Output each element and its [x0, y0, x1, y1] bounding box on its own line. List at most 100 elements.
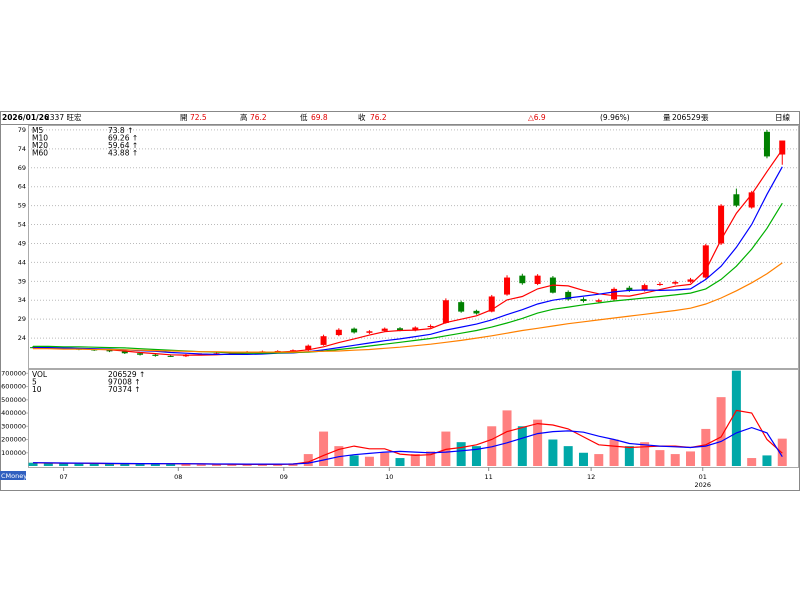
- y-tick-label: 700000: [1, 369, 26, 377]
- volume-bar: [319, 431, 329, 466]
- legend-value: 43.88 ↑: [108, 149, 138, 158]
- low-label: 低: [300, 112, 308, 122]
- candle-body: [412, 327, 419, 331]
- candle-body: [106, 350, 113, 352]
- legend-name: M5: [32, 126, 43, 135]
- volume-bar: [686, 451, 696, 466]
- close: 76.2: [370, 113, 387, 122]
- y-tick-label: 44: [18, 258, 26, 266]
- legend-name: 10: [32, 385, 42, 394]
- legend-name: M20: [32, 141, 48, 150]
- y-tick-label: 49: [18, 239, 26, 247]
- volume-label: 量: [663, 113, 671, 122]
- candle-body: [305, 345, 312, 351]
- volume-bar: [135, 463, 145, 466]
- close-label: 收: [358, 112, 366, 122]
- legend-name: VOL: [32, 370, 48, 379]
- volume-bar: [104, 464, 114, 466]
- volume-bar: [380, 452, 390, 466]
- volume-bar: [89, 463, 99, 466]
- y-tick-label: 29: [18, 315, 26, 323]
- candle-body: [213, 353, 220, 355]
- y-tick-label: 24: [18, 334, 26, 342]
- volume-bar: [364, 456, 374, 466]
- volume-bar: [426, 451, 436, 466]
- change: △6.9: [528, 113, 546, 122]
- volume-bar: [762, 455, 772, 466]
- high: 76.2: [250, 113, 267, 122]
- volume-bar: [517, 426, 527, 466]
- legend-value: 70374 ↑: [108, 385, 141, 394]
- candle-body: [534, 275, 541, 284]
- volume-bar: [640, 442, 650, 466]
- ma-line: [32, 149, 783, 356]
- volume-bar: [120, 463, 130, 466]
- y-tick-label: 400000: [1, 409, 26, 417]
- y-tick-label: 300000: [1, 422, 26, 430]
- stock: 2337 旺宏: [45, 112, 82, 122]
- candle-body: [504, 277, 511, 295]
- candle-body: [519, 275, 526, 284]
- volume-bar: [609, 439, 619, 466]
- volume-bar: [471, 446, 481, 466]
- volume-bar: [548, 439, 558, 466]
- open: 72.5: [190, 113, 207, 122]
- candle-body: [656, 283, 663, 285]
- volume-bar: [242, 464, 252, 466]
- volume-bar: [624, 446, 634, 466]
- change-pct: (9.96%): [600, 113, 630, 122]
- volume-bar: [502, 410, 512, 466]
- volume-bar: [533, 419, 543, 466]
- candle-body: [473, 310, 480, 314]
- candle-body: [687, 279, 694, 282]
- volume-bar: [150, 463, 160, 466]
- candle-body: [274, 350, 281, 352]
- ma-line: [32, 166, 783, 355]
- y-tick-label: 64: [18, 183, 26, 191]
- candle-body: [458, 302, 465, 312]
- candle-body: [702, 245, 709, 278]
- ma-line: [33, 262, 783, 353]
- y-tick-label: 100000: [1, 449, 26, 457]
- volume-bar: [777, 438, 787, 466]
- y-tick-label: 500000: [1, 396, 26, 404]
- x-tick-label: 08: [174, 473, 182, 481]
- legend-value: 59.64 ↑: [108, 141, 138, 150]
- volume-bar: [655, 450, 665, 466]
- legend-name: 5: [32, 378, 37, 387]
- volume-bar: [257, 464, 267, 466]
- candle-body: [748, 192, 755, 208]
- brand: CMoney: [1, 472, 27, 480]
- volume-bar: [716, 397, 726, 466]
- volume-bar: [59, 463, 69, 466]
- y-tick-label: 79: [18, 126, 26, 134]
- volume-bar: [273, 464, 283, 466]
- date: 2026/01/26: [2, 113, 49, 122]
- candle-body: [641, 285, 648, 291]
- candle-body: [565, 291, 572, 300]
- legend-value: 206529 ↑: [108, 370, 145, 379]
- candle-body: [718, 205, 725, 244]
- volume-bar: [74, 463, 84, 466]
- volume-bar: [196, 464, 206, 466]
- brand-badge: [0, 471, 26, 480]
- candle-body: [351, 328, 358, 333]
- volume-unit: 張: [701, 113, 709, 122]
- period: 日線: [775, 112, 790, 122]
- legend-value: 73.8 ↑: [108, 126, 133, 135]
- volume-bar: [334, 446, 344, 466]
- volume-bar: [303, 454, 313, 466]
- y-tick-label: 34: [18, 296, 26, 304]
- high-label: 高: [240, 112, 248, 122]
- price-panel: [28, 125, 799, 369]
- candle-body: [366, 331, 373, 333]
- volume-bar: [731, 370, 741, 466]
- volume-bar: [563, 446, 573, 466]
- candle-body: [167, 355, 174, 357]
- candle-body: [137, 353, 144, 355]
- x-tick-label: 10: [385, 473, 393, 481]
- candle-body: [763, 131, 770, 157]
- y-tick-label: 74: [18, 145, 26, 153]
- legend-value: 69.26 ↑: [108, 134, 138, 143]
- volume-bar: [28, 462, 38, 466]
